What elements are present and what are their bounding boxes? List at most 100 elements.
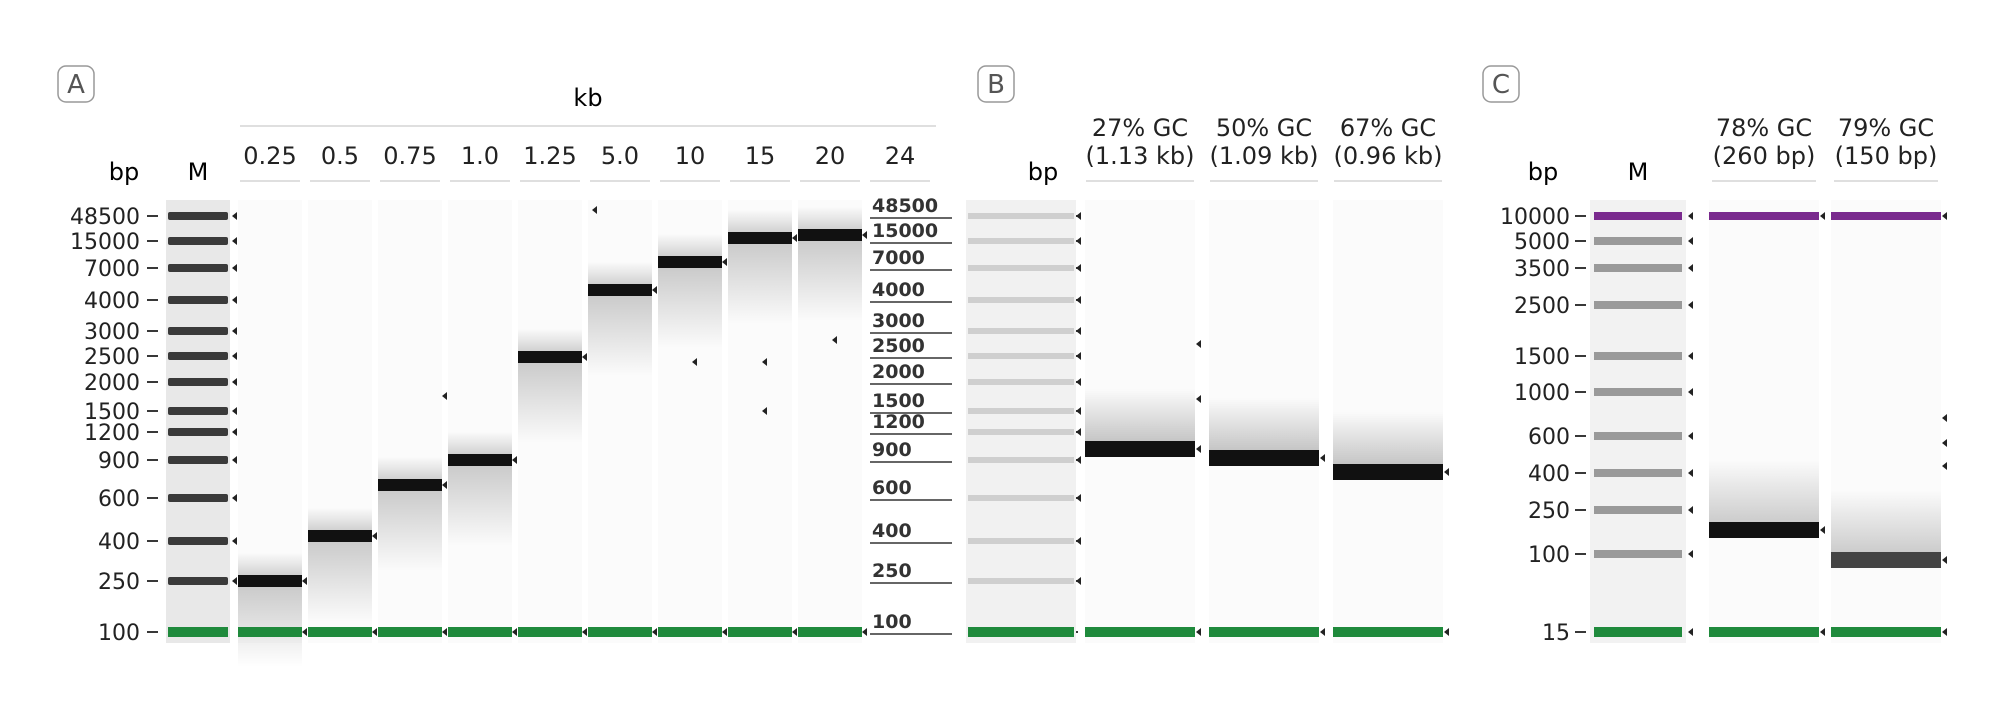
- marker-arrow: [372, 628, 377, 636]
- lane-label-line2: (1.13 kb): [1086, 142, 1195, 170]
- panel-b-bp-label: bp: [1028, 158, 1058, 186]
- overlay-size-label: 48500: [872, 195, 938, 217]
- band-smear: [1085, 389, 1195, 449]
- lane-label: 1.0: [461, 142, 499, 170]
- ladder-arrow: [232, 577, 237, 585]
- size-label: 2500: [84, 345, 140, 370]
- marker-arrow: [1688, 628, 1693, 636]
- ladder-arrow: [1688, 550, 1693, 558]
- band-smear: [448, 466, 512, 546]
- overlay-size-label: 3000: [872, 310, 925, 332]
- ladder-band: [168, 237, 228, 245]
- sample-band: [1085, 441, 1195, 457]
- ladder-band: [168, 456, 228, 464]
- ladder-arrow: [232, 378, 237, 386]
- ladder-band: [168, 577, 228, 585]
- band-arrow: [1820, 526, 1825, 534]
- lane-label-line2: (150 bp): [1835, 142, 1938, 170]
- marker-arrow: [1942, 628, 1947, 636]
- panel-a: A kb bp M 0.25 0.5 0.75 1.0 1.25 5.0 10 15 20 24 …: [57, 65, 952, 667]
- ladder-band: [968, 328, 1074, 334]
- overlay-size-label: 100: [872, 611, 912, 633]
- ladder-band: [1594, 301, 1682, 309]
- band-smear: [378, 491, 442, 571]
- lower-marker-band: [1594, 627, 1682, 637]
- ladder-arrow: [232, 537, 237, 545]
- panel-b-gel: [966, 200, 1449, 643]
- ladder-arrow: [232, 456, 237, 464]
- panel-c-letter-box: [1482, 65, 1520, 103]
- overlay-size-label: 400: [872, 520, 912, 542]
- band-smear: [1831, 490, 1941, 560]
- band-arrow: [1320, 454, 1325, 462]
- ladder-arrow: [232, 428, 237, 436]
- size-label: 4000: [84, 289, 140, 314]
- size-label: 900: [98, 449, 140, 474]
- band-arrow: [792, 234, 797, 242]
- band-arrow: [1196, 445, 1201, 453]
- lower-marker-band: [588, 627, 652, 637]
- ladder-band: [968, 297, 1074, 303]
- band-smear: [1209, 398, 1319, 458]
- ladder-arrow: [1076, 407, 1081, 415]
- ladder-band: [1594, 432, 1682, 440]
- size-label: 400: [1528, 462, 1570, 487]
- size-label: 1500: [1514, 345, 1570, 370]
- ladder-arrow: [1688, 352, 1693, 360]
- panel-b-letter: B: [987, 70, 1005, 100]
- sample-band: [728, 232, 792, 244]
- upper-marker-band: [1709, 212, 1819, 220]
- lower-marker-band: [238, 627, 302, 637]
- lower-marker-band: [1709, 627, 1819, 637]
- band-arrow: [1444, 468, 1449, 476]
- lane-label: 0.5: [321, 142, 359, 170]
- panel-a-letter: A: [67, 70, 85, 100]
- ladder-arrow: [1688, 388, 1693, 396]
- ladder-arrow: [1076, 296, 1081, 304]
- band-smear: [658, 268, 722, 348]
- ladder-band: [1594, 352, 1682, 360]
- band-smear: [728, 244, 792, 324]
- sample-band: [378, 479, 442, 491]
- panel-a-group-label: kb: [573, 84, 602, 112]
- marker-arrow: [1820, 212, 1825, 220]
- ladder-band: [168, 296, 228, 304]
- lane-label-line1: 78% GC: [1716, 114, 1812, 142]
- sample-band: [308, 530, 372, 542]
- lane-label: 0.75: [383, 142, 436, 170]
- panel-c-marker-label: M: [1628, 158, 1649, 186]
- lane-label: 5.0: [601, 142, 639, 170]
- ladder-band: [168, 407, 228, 415]
- size-label: 3500: [1514, 257, 1570, 282]
- marker-arrow: [1320, 628, 1325, 636]
- marker-arrow: [512, 628, 517, 636]
- overlay-size-label: 2500: [872, 335, 925, 357]
- size-label: 15000: [70, 230, 140, 255]
- panel-a-marker-label: M: [188, 158, 209, 186]
- ladder-band: [1594, 264, 1682, 272]
- sample-band: [1209, 450, 1319, 466]
- lower-marker-band: [448, 627, 512, 637]
- ladder-arrow: [1688, 264, 1693, 272]
- size-label: 1200: [84, 421, 140, 446]
- panel-a-bp-label: bp: [109, 158, 139, 186]
- ladder-arrow: [232, 212, 237, 220]
- marker-lane: [966, 200, 1076, 643]
- ladder-band: [168, 212, 228, 220]
- ladder-arrow: [1076, 537, 1081, 545]
- lower-marker-band: [1085, 627, 1195, 637]
- lower-marker-band: [968, 627, 1074, 637]
- panel-a-lane-labels: 0.25 0.5 0.75 1.0 1.25 5.0 10 15 20 24: [240, 142, 930, 182]
- ladder-band: [968, 538, 1074, 544]
- extra-arrow: [1942, 439, 1947, 447]
- overlay-size-label: 600: [872, 477, 912, 499]
- ladder-arrow: [1688, 432, 1693, 440]
- panel-c: C bp M 78% GC(260 bp) 79% GC(150 bp) 1000…: [1482, 65, 1947, 646]
- ladder-arrow: [1076, 428, 1081, 436]
- ladder-arrow: [232, 296, 237, 304]
- lower-marker-band: [658, 627, 722, 637]
- extra-arrow: [592, 206, 597, 214]
- ladder-band: [968, 495, 1074, 501]
- marker-lane: [166, 200, 230, 643]
- band-smear: [1333, 412, 1443, 472]
